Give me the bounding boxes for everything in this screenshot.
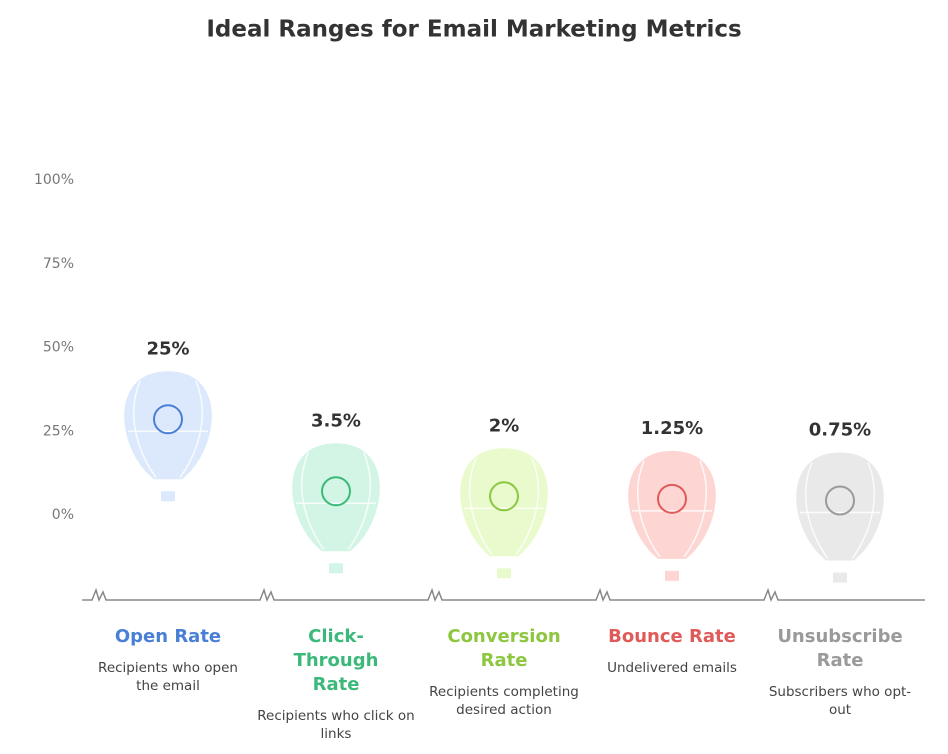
category-description: Recipients completing desired action: [429, 684, 579, 718]
balloon-icon: [657, 483, 687, 514]
balloon-envelope: [796, 452, 884, 561]
value-label: 1.25%: [641, 418, 703, 439]
category-column: Bounce Rate Undelivered emails: [588, 625, 756, 677]
balloon-envelope: [628, 450, 716, 559]
balloon: [124, 371, 212, 502]
chart-title: Ideal Ranges for Email Marketing Metrics: [206, 17, 741, 43]
balloon-ribs: [632, 460, 712, 558]
balloon: [628, 450, 716, 581]
value-label: 2%: [489, 415, 520, 436]
category-description: Recipients who open the email: [98, 660, 238, 694]
balloon-basket: [329, 563, 343, 574]
balloon-ribs: [128, 380, 208, 478]
category-label: Click-Through Rate: [293, 626, 379, 695]
balloon-basket: [497, 568, 511, 579]
ground-line: [82, 587, 925, 603]
category-label: Open Rate: [114, 626, 222, 647]
category-column: Open Rate Recipients who open the email: [84, 625, 252, 695]
y-tick-label: 0%: [52, 507, 74, 523]
balloon: [460, 448, 548, 579]
y-tick-label: 100%: [34, 172, 74, 188]
value-label: 25%: [146, 338, 189, 359]
value-label: 3.5%: [311, 410, 361, 431]
category-description: Recipients who click on links: [257, 708, 415, 742]
balloon-icon: [489, 481, 519, 512]
balloon-icon: [825, 485, 855, 516]
category-column: Conversion Rate Recipients completing des…: [420, 625, 588, 719]
category-column: Click-Through Rate Recipients who click o…: [252, 625, 420, 743]
balloon-basket: [161, 491, 175, 502]
category-description: Undelivered emails: [607, 660, 737, 676]
balloon: [796, 452, 884, 583]
balloon-basket: [665, 570, 679, 581]
category-column: Unsubscribe Rate Subscribers who opt-out: [756, 625, 924, 719]
category-label: Bounce Rate: [608, 626, 736, 647]
balloon-envelope: [292, 443, 380, 552]
category-label: Unsubscribe Rate: [777, 626, 903, 671]
balloon-icon: [153, 404, 183, 435]
balloon-ribs: [296, 452, 376, 550]
category-description: Subscribers who opt-out: [768, 684, 912, 718]
value-label: 0.75%: [809, 419, 871, 440]
balloon-envelope: [124, 371, 212, 480]
balloon-icon: [321, 476, 351, 507]
balloon-basket: [833, 572, 847, 583]
y-tick-label: 50%: [43, 340, 74, 356]
category-label: Conversion Rate: [447, 626, 561, 671]
balloon-envelope: [460, 448, 548, 557]
balloon: [292, 443, 380, 574]
y-tick-label: 75%: [43, 256, 74, 272]
balloon-ribs: [464, 458, 544, 555]
y-tick-label: 25%: [43, 423, 74, 439]
balloon-ribs: [800, 462, 880, 559]
